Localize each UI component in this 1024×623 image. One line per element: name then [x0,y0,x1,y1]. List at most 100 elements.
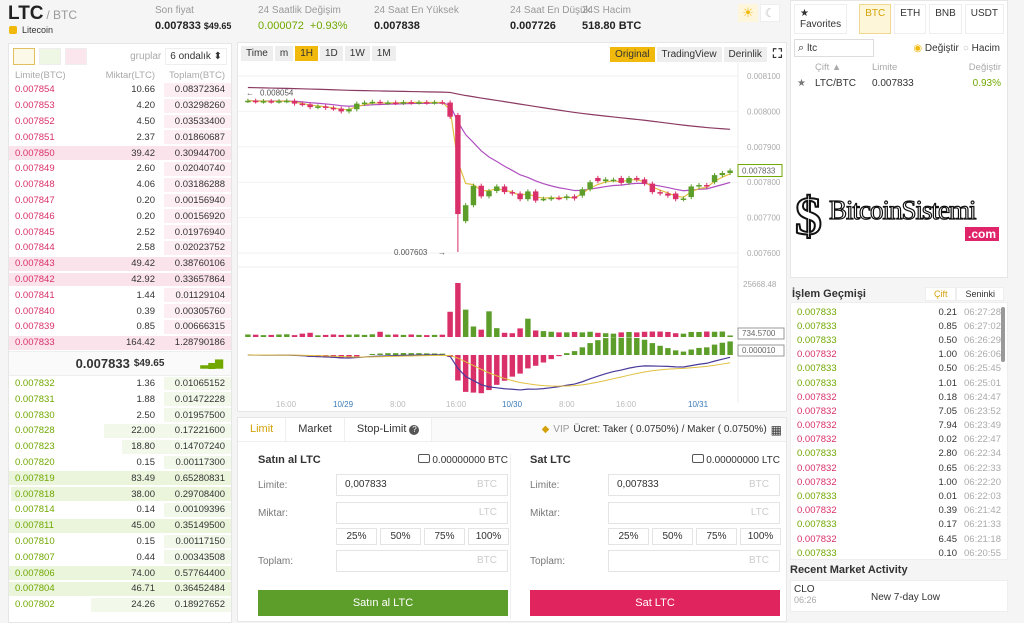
amount: 46.71 [85,583,155,594]
star-icon[interactable]: ★ [797,78,815,89]
amount: 0.50 [917,335,957,346]
buy-percent-50[interactable]: 50% [380,528,421,545]
tab-mine[interactable]: Seninki [956,287,1004,301]
candle [502,186,507,192]
header-change[interactable]: Değiştir [969,62,1001,73]
help-icon[interactable]: ? [409,425,419,435]
tab-pair[interactable]: Çift [925,287,957,301]
market-tab-usdt[interactable]: USDT [965,4,1004,34]
time-tick: 10/29 [333,400,354,409]
macd-bar [549,355,554,359]
history-scrollbar[interactable] [1001,307,1005,362]
radio-volume[interactable]: ○ Hacim [963,43,1000,54]
book-bids-icon[interactable] [39,48,61,65]
sell-amount-input[interactable]: LTC [608,502,780,524]
last-price-usd: $49.65 [134,358,165,369]
favorites-tab[interactable]: ★ Favorites [794,4,847,34]
watermark-logo: $ BitcoinSistemi .com [795,191,1005,247]
header-pair[interactable]: Çift ▲ [815,62,872,73]
candle [284,101,289,103]
buy-percent-25[interactable]: 25% [336,528,377,545]
book-both-icon[interactable] [13,48,35,65]
market-tab-btc[interactable]: BTC [859,4,891,34]
price-chart[interactable]: 0.0081000.0080000.0079000.0078000.007700… [238,43,786,411]
book-asks-icon[interactable] [65,48,87,65]
volume-bar [572,332,577,337]
sell-percent-75[interactable]: 75% [696,528,737,545]
sell-percent-25[interactable]: 25% [608,528,649,545]
macd-bar [650,343,655,355]
calculator-icon[interactable]: ▦ [771,423,782,437]
buy-amount-input[interactable]: LTC [336,502,508,524]
sell-button[interactable]: Sat LTC [530,590,780,616]
moon-icon[interactable]: ☾ [760,4,780,22]
header-price[interactable]: Limite [872,62,969,73]
sun-icon[interactable]: ☀ [738,4,758,22]
sell-total-input[interactable]: BTC [608,550,780,572]
watermark-tld: .com [965,227,999,241]
price: 0.007832 [797,434,917,445]
buy-button[interactable]: Satın al LTC [258,590,508,616]
total: 0.00666315 [155,321,225,332]
tab-limit[interactable]: Limit [238,418,286,441]
buy-percent-100[interactable]: 100% [468,528,509,545]
candle [307,104,312,107]
volume-bar [704,332,709,337]
change: 0.93% [973,78,1001,89]
activity-item[interactable]: CLO 06:26 New 7-day Low [790,580,1008,612]
market-row[interactable]: ★ LTC/BTC 0.007833 0.93% [791,76,1007,91]
group-select[interactable]: 6 ondalık ⬍ [165,48,227,65]
stat-value: 0.007726 [510,20,556,32]
time: 06:23:49 [957,420,1001,431]
sell-percent-50[interactable]: 50% [652,528,693,545]
tab-stop-limit[interactable]: Stop-Limit ? [345,418,433,441]
sell-percent-100[interactable]: 100% [740,528,781,545]
candle [447,103,452,117]
input-unit: LTC [751,503,769,523]
search-input[interactable]: ⌕ ltc [794,39,874,57]
tab-market[interactable]: Market [286,418,345,441]
amount: 0.39 [85,306,155,317]
buy-percent-75[interactable]: 75% [424,528,465,545]
buy-total-input[interactable]: BTC [336,550,508,572]
stat-value: 0.007838 [374,20,420,32]
radio-change[interactable]: ◉ Değiştir [913,43,958,54]
market-tab-eth[interactable]: ETH [894,4,926,34]
market-tab-bnb[interactable]: BNB [929,4,962,34]
